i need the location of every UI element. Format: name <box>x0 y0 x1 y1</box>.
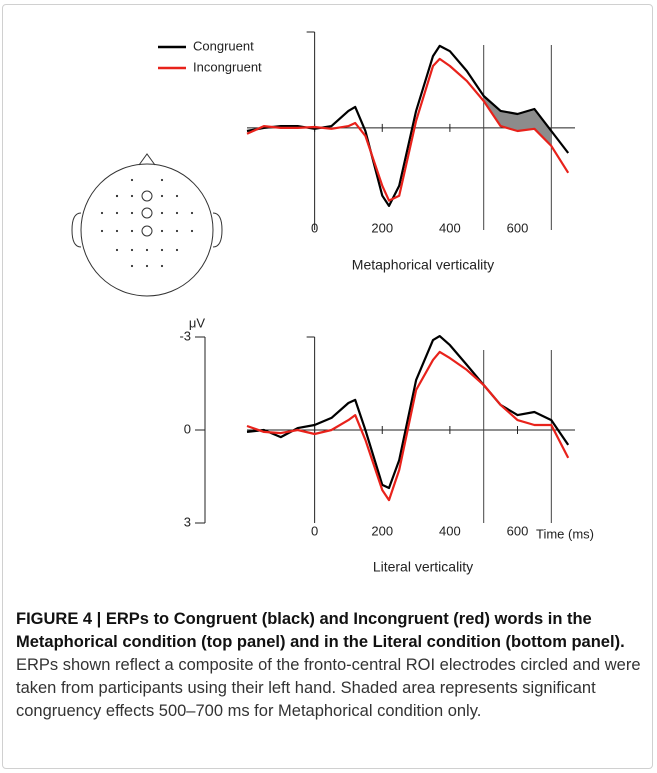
y-tick-label: -3 <box>179 328 191 343</box>
caption: FIGURE 4 | ERPs to Congruent (black) and… <box>16 608 641 723</box>
electrode <box>160 229 164 233</box>
panel-label: Literal verticality <box>373 559 473 575</box>
y-unit: μV <box>189 315 205 330</box>
electrode <box>175 248 179 252</box>
electrode <box>130 248 134 252</box>
electrode-circle <box>141 190 153 202</box>
erp-line <box>246 335 570 490</box>
x-tick-label: 200 <box>371 220 393 235</box>
x-tick-label: 200 <box>371 523 393 538</box>
electrode <box>145 264 149 268</box>
electrode <box>160 264 164 268</box>
x-tick-label: 0 <box>311 220 318 235</box>
x-tick-label: 400 <box>439 523 461 538</box>
electrodes <box>100 178 194 268</box>
electrode <box>160 211 164 215</box>
legend-label: Incongruent <box>193 59 262 74</box>
electrode <box>115 194 119 198</box>
head <box>80 163 214 297</box>
electrode <box>160 248 164 252</box>
electrode <box>175 194 179 198</box>
electrode <box>100 211 104 215</box>
electrode <box>115 211 119 215</box>
shaded-area <box>483 96 552 146</box>
x-tick-label: 600 <box>507 220 529 235</box>
electrode <box>175 211 179 215</box>
y-tick-label: 0 <box>184 421 191 436</box>
electrode <box>115 229 119 233</box>
electrode <box>130 264 134 268</box>
electrode <box>160 178 164 182</box>
figure-frame <box>2 4 653 769</box>
electrode <box>190 229 194 233</box>
electrode <box>145 248 149 252</box>
electrode <box>190 211 194 215</box>
electrode <box>130 178 134 182</box>
figure: 0 200 400 600 Congruent Incongruent Metaphoric… <box>71 31 594 575</box>
ear-left <box>71 212 82 248</box>
electrode <box>100 229 104 233</box>
ear-right <box>212 212 223 248</box>
electrode <box>130 194 134 198</box>
legend-label: Congruent <box>193 38 254 53</box>
caption-title: FIGURE 4 | ERPs to Congruent (black) and… <box>16 610 625 651</box>
electrode-circle <box>141 225 153 237</box>
y-tick-label: 3 <box>184 514 191 529</box>
x-tick-label: 0 <box>311 523 318 538</box>
x-tick-label: 600 <box>507 523 529 538</box>
electrode <box>115 248 119 252</box>
electrode-circle <box>141 207 153 219</box>
panel-label: Metaphorical verticality <box>352 257 494 273</box>
electrode <box>160 194 164 198</box>
caption-text: ERPs shown reflect a composite of the fr… <box>16 656 641 720</box>
electrode <box>130 229 134 233</box>
x-tick-label: 400 <box>439 220 461 235</box>
x-unit: Time (ms) <box>536 526 594 541</box>
electrode <box>130 211 134 215</box>
head-diagram <box>71 153 223 297</box>
nose <box>138 153 156 166</box>
erp-line <box>246 350 570 502</box>
erp-line <box>246 57 570 202</box>
electrode <box>175 229 179 233</box>
